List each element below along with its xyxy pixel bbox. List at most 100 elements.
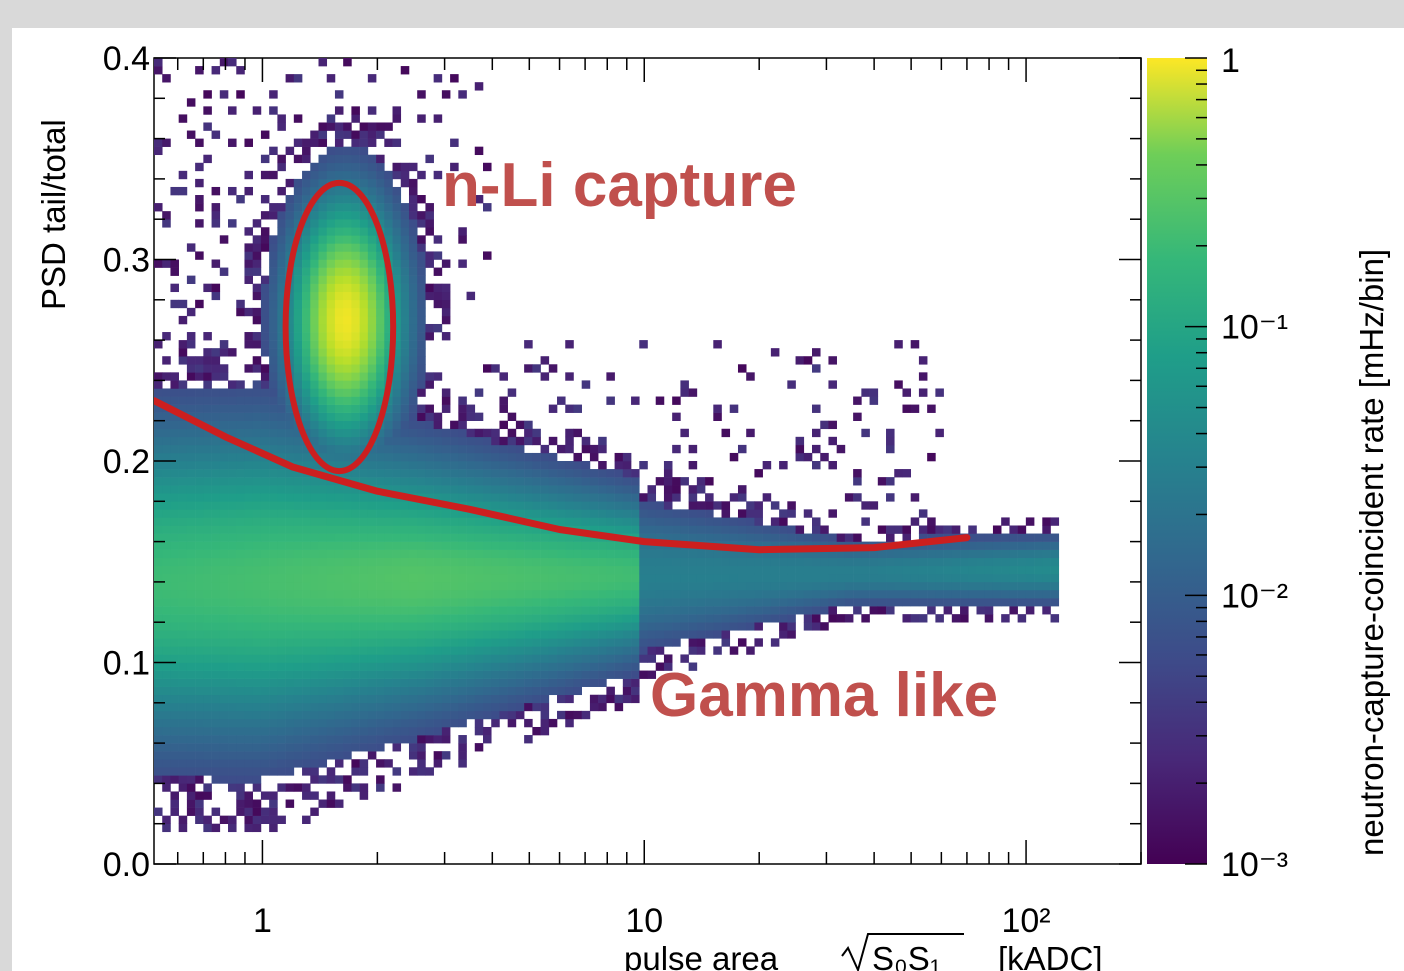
heatmap-bin [433, 372, 443, 381]
heatmap-bin [548, 557, 558, 567]
heatmap-bin [631, 477, 640, 486]
heatmap-bin [293, 654, 303, 663]
heatmap-bin [244, 501, 253, 510]
heatmap-bin [334, 743, 344, 752]
heatmap-bin [186, 678, 196, 687]
heatmap-bin [162, 211, 171, 220]
heatmap-bin [631, 606, 640, 615]
heatmap-bin [499, 694, 508, 704]
heatmap-bin [170, 589, 179, 599]
heatmap-bin [318, 259, 328, 268]
heatmap-bin [367, 243, 377, 252]
heatmap-bin [976, 549, 986, 559]
heatmap-bin [918, 549, 928, 559]
heatmap-bin [351, 315, 360, 325]
heatmap-bin [787, 380, 796, 389]
heatmap-bin [400, 477, 410, 486]
heatmap-bin [343, 227, 352, 236]
heatmap-bin [680, 573, 689, 583]
heatmap-bin [154, 388, 163, 397]
heatmap-bin [219, 525, 229, 534]
heatmap-bin [302, 541, 311, 550]
heatmap-bin [367, 307, 377, 317]
heatmap-bin [737, 493, 747, 502]
heatmap-bin [236, 622, 245, 631]
heatmap-bin [343, 275, 352, 284]
heatmap-bin [779, 630, 788, 639]
heatmap-bin [277, 646, 286, 655]
heatmap-bin [376, 678, 385, 687]
heatmap-bin [688, 557, 698, 567]
y-tick-label: 0.2 [103, 443, 150, 481]
heatmap-bin [228, 726, 237, 736]
heatmap-bin [219, 581, 229, 591]
heatmap-bin [400, 557, 410, 567]
heatmap-bin [252, 533, 262, 542]
heatmap-bin [310, 702, 319, 712]
heatmap-bin [631, 678, 640, 687]
heatmap-bin [269, 735, 278, 744]
heatmap-bin [228, 412, 237, 421]
heatmap-bin [277, 259, 286, 268]
heatmap-bin [343, 420, 352, 430]
heatmap-bin [195, 219, 204, 228]
heatmap-bin [211, 283, 221, 293]
heatmap-bin [326, 122, 336, 131]
heatmap-bin [565, 710, 574, 720]
heatmap-bin [614, 630, 624, 639]
heatmap-bin [343, 195, 352, 204]
heatmap-bin [334, 186, 344, 196]
heatmap-bin [713, 557, 722, 567]
heatmap-bin [474, 638, 484, 647]
heatmap-bin [622, 461, 632, 470]
heatmap-bin [203, 630, 212, 639]
heatmap-bin [269, 678, 278, 687]
heatmap-bin [285, 420, 295, 430]
heatmap-bin [351, 767, 360, 776]
heatmap-bin [433, 581, 443, 591]
heatmap-bin [310, 203, 319, 212]
heatmap-bin [803, 565, 813, 575]
heatmap-bin [367, 589, 377, 599]
heatmap-bin [1001, 517, 1010, 526]
heatmap-bin [195, 485, 204, 494]
heatmap-bin [310, 283, 319, 293]
heatmap-bin [474, 743, 484, 752]
heatmap-bin [557, 396, 566, 405]
heatmap-bin [400, 388, 410, 397]
heatmap-bin [367, 751, 377, 760]
heatmap-bin [244, 332, 253, 341]
heatmap-bin [367, 356, 377, 365]
heatmap-bin [178, 662, 188, 671]
heatmap-bin [293, 670, 303, 679]
heatmap-bin [1017, 565, 1027, 575]
heatmap-bin [228, 646, 237, 655]
heatmap-bin [474, 485, 484, 494]
heatmap-bin [359, 162, 369, 172]
heatmap-bin [1009, 606, 1018, 615]
heatmap-bin [186, 662, 196, 671]
heatmap-bin [598, 654, 607, 663]
heatmap-bin [499, 517, 508, 526]
heatmap-bin [705, 517, 714, 526]
heatmap-bin [450, 710, 459, 720]
heatmap-bin [244, 565, 253, 575]
heatmap-bin [186, 533, 196, 542]
heatmap-bin [408, 678, 418, 687]
heatmap-bin [696, 477, 706, 486]
heatmap-bin [260, 436, 270, 446]
heatmap-bin [417, 767, 426, 776]
heatmap-bin [178, 428, 188, 438]
heatmap-bin [425, 557, 434, 567]
heatmap-bin [894, 565, 903, 575]
heatmap-bin [524, 589, 533, 599]
heatmap-bin [318, 436, 328, 446]
heatmap-bin [326, 735, 336, 744]
heatmap-bin [918, 388, 928, 397]
heatmap-bin [392, 219, 402, 228]
heatmap-bin [515, 436, 525, 446]
heatmap-bin [877, 525, 887, 534]
heatmap-bin [334, 678, 344, 687]
heatmap-bin [186, 581, 196, 591]
heatmap-bin [400, 428, 410, 438]
